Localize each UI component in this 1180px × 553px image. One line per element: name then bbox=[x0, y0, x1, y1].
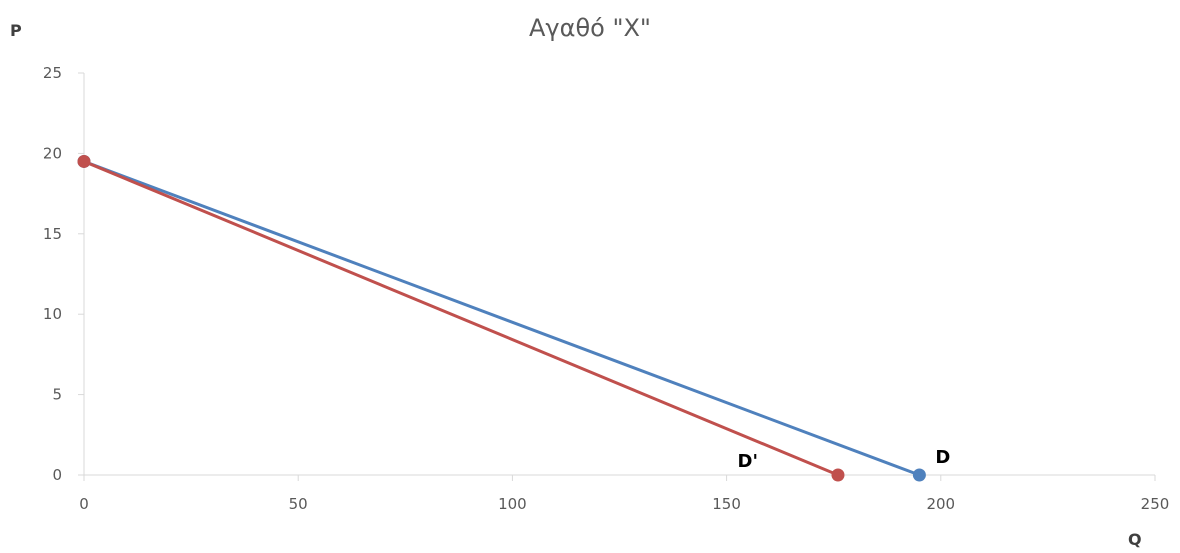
series-layer bbox=[77, 154, 926, 482]
y-axis-ticks: 0 5 10 15 20 25 bbox=[43, 64, 84, 484]
series-0-point-1 bbox=[912, 468, 926, 482]
series-1-point-0 bbox=[77, 154, 91, 168]
y-tick-label: 20 bbox=[43, 144, 62, 162]
y-tick-label: 25 bbox=[43, 64, 62, 82]
series-line-1 bbox=[83, 160, 839, 477]
x-tick-label: 250 bbox=[1141, 495, 1170, 513]
series-label-0: D bbox=[935, 447, 950, 468]
y-tick-label: 5 bbox=[52, 386, 62, 404]
y-tick-label: 10 bbox=[43, 305, 62, 323]
x-tick-label: 50 bbox=[289, 495, 308, 513]
x-tick-label: 200 bbox=[926, 495, 955, 513]
x-tick-label: 150 bbox=[712, 495, 741, 513]
x-tick-label: 100 bbox=[498, 495, 527, 513]
series-labels: D D' bbox=[738, 447, 951, 472]
chart-title: Αγαθό "X" bbox=[529, 14, 651, 42]
y-tick-label: 0 bbox=[52, 466, 62, 484]
series-1-point-1 bbox=[831, 468, 845, 482]
series-label-1: D' bbox=[738, 451, 758, 472]
y-tick-label: 15 bbox=[43, 225, 62, 243]
series-line-0 bbox=[83, 160, 920, 477]
x-tick-label: 0 bbox=[79, 495, 89, 513]
y-axis-label: P bbox=[10, 21, 22, 40]
x-axis-label: Q bbox=[1128, 530, 1142, 549]
x-axis-ticks: 0 50 100 150 200 250 bbox=[79, 475, 1169, 513]
